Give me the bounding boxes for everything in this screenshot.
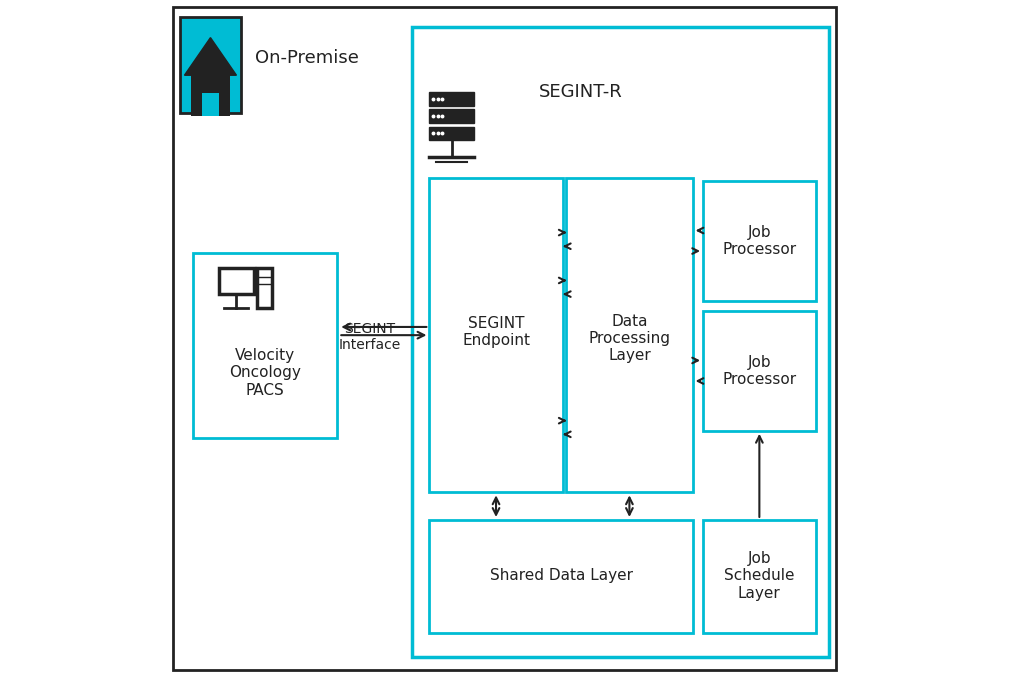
Text: Shared Data Layer: Shared Data Layer xyxy=(490,568,633,583)
FancyBboxPatch shape xyxy=(218,268,254,294)
FancyBboxPatch shape xyxy=(173,7,836,670)
Text: Job
Processor: Job Processor xyxy=(722,224,797,257)
FancyBboxPatch shape xyxy=(703,181,816,301)
FancyBboxPatch shape xyxy=(191,74,230,116)
Polygon shape xyxy=(185,38,237,75)
Text: SEGINT-R: SEGINT-R xyxy=(538,83,623,101)
FancyBboxPatch shape xyxy=(202,93,218,116)
FancyBboxPatch shape xyxy=(430,92,473,106)
Text: Job
Processor: Job Processor xyxy=(722,354,797,387)
FancyBboxPatch shape xyxy=(412,27,829,657)
Text: Job
Schedule
Layer: Job Schedule Layer xyxy=(724,551,795,601)
FancyBboxPatch shape xyxy=(430,109,473,123)
FancyBboxPatch shape xyxy=(566,178,693,492)
Text: SEGINT
Interface: SEGINT Interface xyxy=(338,322,401,352)
Text: Data
Processing
Layer: Data Processing Layer xyxy=(588,314,671,363)
FancyBboxPatch shape xyxy=(180,17,241,113)
Text: Velocity
Oncology
PACS: Velocity Oncology PACS xyxy=(230,348,301,397)
FancyBboxPatch shape xyxy=(430,520,693,633)
FancyBboxPatch shape xyxy=(430,127,473,140)
FancyBboxPatch shape xyxy=(430,178,563,492)
Text: On-Premise: On-Premise xyxy=(255,49,359,67)
FancyBboxPatch shape xyxy=(703,311,816,431)
FancyBboxPatch shape xyxy=(193,253,337,438)
FancyBboxPatch shape xyxy=(703,520,816,633)
FancyBboxPatch shape xyxy=(257,268,272,308)
Text: SEGINT
Endpoint: SEGINT Endpoint xyxy=(462,315,530,348)
